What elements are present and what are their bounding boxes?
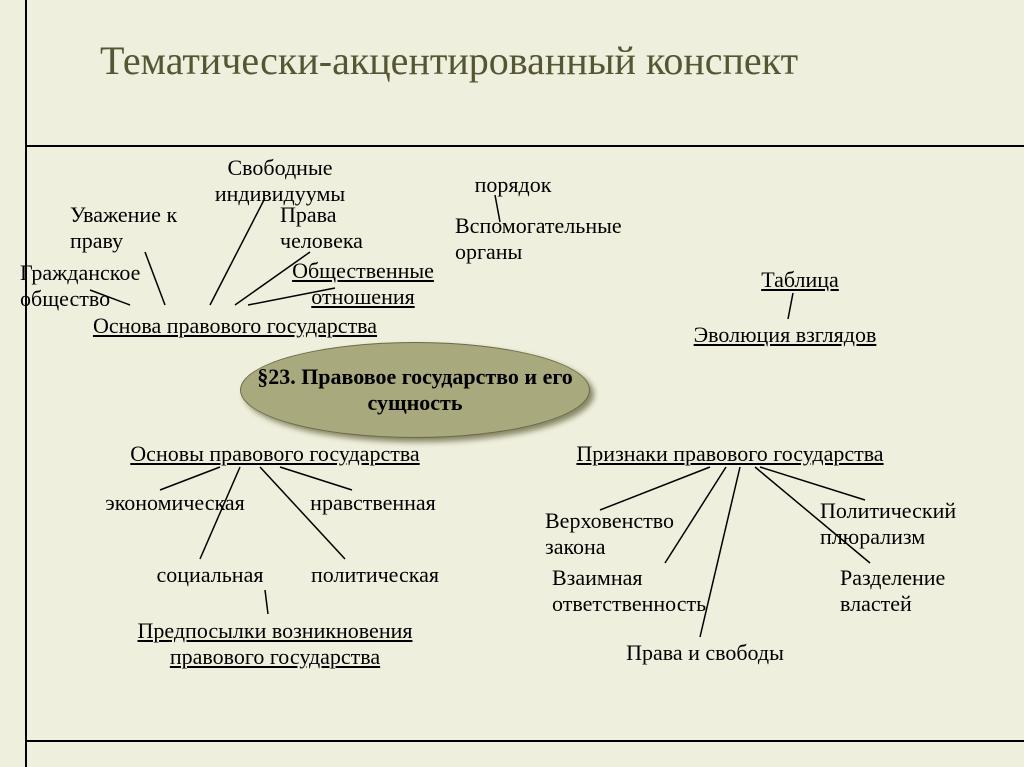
node-prava_svob: Права и свободы — [605, 640, 805, 666]
node-svobodnye: Свободные индивидуумы — [180, 155, 380, 207]
slide-title: Тематически-акцентированный конспект — [100, 37, 920, 85]
central-text: §23. Правовое государство и его сущность — [241, 364, 589, 416]
node-evolyutsiya: Эволюция взглядов — [655, 322, 915, 348]
left-border — [25, 0, 27, 767]
node-polit: политическая — [290, 562, 460, 588]
node-nravstv: нравственная — [288, 490, 458, 516]
node-vspomog: Вспомогательные органы — [455, 213, 675, 265]
node-ekonom: экономическая — [85, 490, 265, 516]
node-obshchestv: Общественные отношения — [268, 258, 458, 310]
node-priznaki: Признаки правового государства — [535, 441, 925, 467]
node-osnovy_bot: Основы правового государства — [90, 441, 460, 467]
node-osnova_top: Основа правового государства — [55, 313, 415, 339]
title-hr — [25, 145, 1024, 147]
node-predpos: Предпосылки возникновения правового госу… — [115, 618, 435, 670]
node-grazhdansk: Гражданское общество — [20, 260, 190, 312]
node-razdel: Разделение властей — [840, 565, 990, 617]
node-sotsial: социальная — [135, 562, 285, 588]
node-uvazhenie: Уважение к праву — [70, 202, 230, 254]
bottom-border — [25, 740, 1024, 742]
node-polit_plur: Политический плюрализм — [820, 498, 990, 550]
node-poryadok: порядок — [453, 172, 573, 198]
node-prava: Права человека — [280, 202, 420, 254]
central-ellipse: §23. Правовое государство и его сущность — [240, 342, 590, 438]
node-verkh: Верховенство закона — [545, 508, 715, 560]
node-tablitsa: Таблица — [740, 267, 860, 293]
node-vzaimn: Взаимная ответственность — [552, 565, 752, 617]
